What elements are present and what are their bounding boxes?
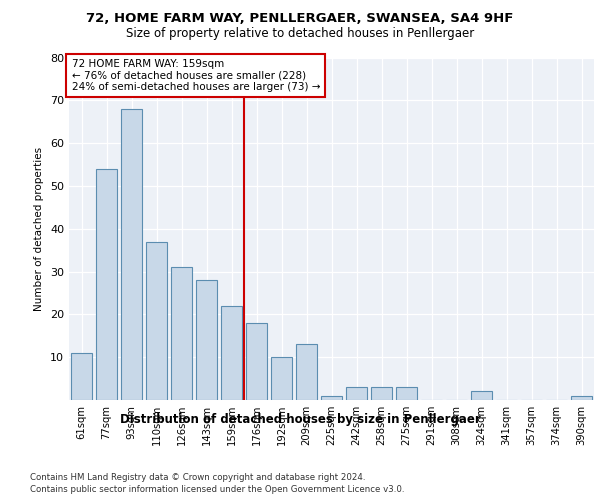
Bar [121, 109, 142, 400]
Bar [96, 169, 117, 400]
Text: Contains public sector information licensed under the Open Government Licence v3: Contains public sector information licen… [30, 485, 404, 494]
Bar [371, 387, 392, 400]
Bar [246, 323, 267, 400]
Y-axis label: Number of detached properties: Number of detached properties [34, 146, 44, 311]
Bar [471, 392, 492, 400]
Bar [271, 357, 292, 400]
Text: 72, HOME FARM WAY, PENLLERGAER, SWANSEA, SA4 9HF: 72, HOME FARM WAY, PENLLERGAER, SWANSEA,… [86, 12, 514, 26]
Text: Distribution of detached houses by size in Penllergaer: Distribution of detached houses by size … [119, 412, 481, 426]
Text: Contains HM Land Registry data © Crown copyright and database right 2024.: Contains HM Land Registry data © Crown c… [30, 472, 365, 482]
Bar [396, 387, 417, 400]
Text: 72 HOME FARM WAY: 159sqm
← 76% of detached houses are smaller (228)
24% of semi-: 72 HOME FARM WAY: 159sqm ← 76% of detach… [71, 59, 320, 92]
Bar [321, 396, 342, 400]
Bar [71, 353, 92, 400]
Bar [571, 396, 592, 400]
Text: Size of property relative to detached houses in Penllergaer: Size of property relative to detached ho… [126, 28, 474, 40]
Bar [196, 280, 217, 400]
Bar [296, 344, 317, 400]
Bar [221, 306, 242, 400]
Bar [171, 268, 192, 400]
Bar [346, 387, 367, 400]
Bar [146, 242, 167, 400]
